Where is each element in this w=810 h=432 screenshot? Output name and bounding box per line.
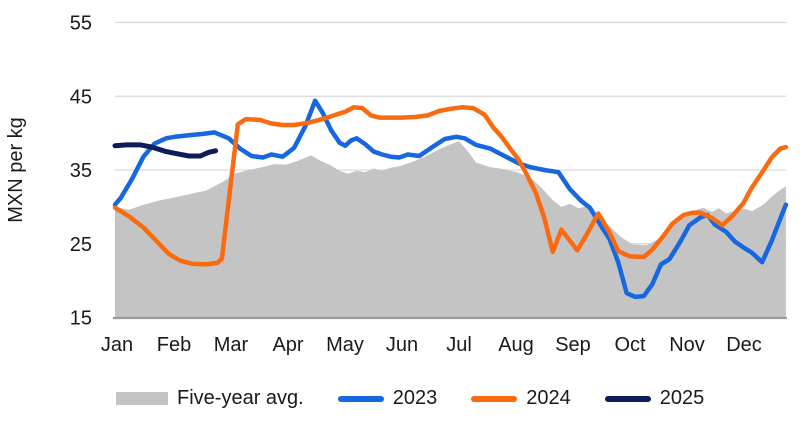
legend-label-five-year-avg: Five-year avg. [177, 387, 304, 409]
x-tick-label-dec: Dec [726, 334, 762, 356]
x-tick-label-mar: Mar [214, 334, 249, 356]
legend-label-2025: 2025 [659, 387, 705, 409]
y-tick-label-25: 25 [70, 234, 92, 256]
x-tick-label-jul: Jul [446, 334, 472, 356]
y-axis-title: MXN per kg [5, 117, 27, 223]
x-tick-label-apr: Apr [272, 334, 303, 356]
x-tick-label-aug: Aug [498, 334, 534, 356]
x-tick-label-oct: Oct [614, 334, 646, 356]
x-tick-label-jun: Jun [386, 334, 418, 356]
axis-labels: 15 25 35 45 55 Jan Feb Mar Apr May Jun Jul Aug Sep Oct… [5, 13, 787, 356]
y-tick-label-15: 15 [70, 308, 92, 330]
series-2025-swatch [604, 395, 651, 402]
x-tick-label-nov: Nov [669, 334, 705, 356]
series-lines [112, 98, 789, 300]
legend-label-2024: 2024 [526, 387, 571, 409]
line-2024 [112, 105, 789, 267]
series-2024-swatch [471, 395, 518, 402]
x-tick-label-sep: Sep [555, 334, 591, 356]
series-2023-swatch [337, 395, 384, 402]
line-2025 [112, 142, 219, 159]
area-five-year-avg- [115, 141, 786, 318]
legend-item-2024: 2024 [471, 387, 571, 410]
five-year-avg-area [115, 141, 786, 318]
y-tick-label-45: 45 [70, 86, 92, 108]
x-tick-label-feb: Feb [157, 334, 191, 356]
legend-item-2023: 2023 [337, 387, 438, 410]
x-tick-label-may: May [326, 334, 364, 356]
five-year-avg-swatch [116, 392, 168, 405]
y-tick-label-55: 55 [70, 13, 92, 35]
line-2023 [112, 98, 789, 300]
legend-item-2025: 2025 [604, 387, 705, 410]
legend: Five-year avg. 2023 2024 2025 [116, 387, 704, 410]
y-tick-label-35: 35 [70, 160, 92, 182]
x-tick-label-jan: Jan [101, 334, 133, 356]
legend-item-five-year-avg: Five-year avg. [116, 387, 304, 410]
legend-label-2023: 2023 [392, 387, 438, 409]
